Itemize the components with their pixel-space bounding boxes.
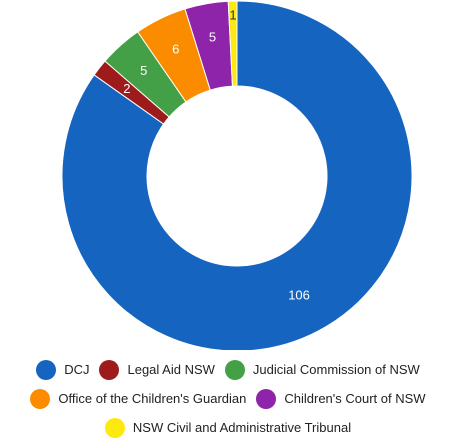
legend-row-1: DCJ Legal Aid NSW Judicial Commission of… bbox=[0, 355, 456, 384]
legend-item-dcj[interactable]: DCJ bbox=[36, 359, 90, 380]
legend-label-childrens-court: Children's Court of NSW bbox=[284, 391, 426, 406]
legend-row-2: Office of the Children's Guardian Childr… bbox=[0, 384, 456, 413]
legend-item-judicial-commission[interactable]: Judicial Commission of NSW bbox=[224, 359, 420, 380]
legend-swatch-judicial-commission bbox=[224, 359, 245, 380]
value-label-childrens-guardian: 6 bbox=[172, 42, 179, 57]
legend-swatch-childrens-guardian bbox=[30, 388, 51, 409]
legend-label-dcj: DCJ bbox=[64, 362, 90, 377]
legend-swatch-ncat bbox=[104, 417, 125, 438]
legend-label-childrens-guardian: Office of the Children's Guardian bbox=[58, 391, 247, 406]
value-label-judicial-commission: 5 bbox=[140, 63, 147, 78]
legend-item-legal-aid-nsw[interactable]: Legal Aid NSW bbox=[99, 359, 215, 380]
value-label-ncat: 1 bbox=[229, 7, 236, 22]
value-label-legal-aid-nsw: 2 bbox=[123, 81, 130, 96]
slice-ncat[interactable] bbox=[227, 0, 238, 87]
legend-label-legal-aid-nsw: Legal Aid NSW bbox=[127, 362, 215, 377]
legend-swatch-dcj bbox=[36, 359, 57, 380]
legend-item-childrens-guardian[interactable]: Office of the Children's Guardian bbox=[30, 388, 247, 409]
legend-swatch-childrens-court bbox=[256, 388, 277, 409]
legend-label-ncat: NSW Civil and Administrative Tribunal bbox=[132, 420, 352, 435]
legend-item-childrens-court[interactable]: Children's Court of NSW bbox=[256, 388, 426, 409]
legend-label-judicial-commission: Judicial Commission of NSW bbox=[252, 362, 420, 377]
chart-legend: DCJ Legal Aid NSW Judicial Commission of… bbox=[0, 355, 456, 442]
legend-row-3: NSW Civil and Administrative Tribunal bbox=[0, 413, 456, 442]
value-label-dcj: 106 bbox=[288, 287, 310, 302]
legend-item-ncat[interactable]: NSW Civil and Administrative Tribunal bbox=[104, 417, 352, 438]
legend-swatch-legal-aid-nsw bbox=[99, 359, 120, 380]
slice-dcj[interactable] bbox=[61, 0, 413, 350]
value-label-childrens-court: 5 bbox=[209, 30, 216, 45]
